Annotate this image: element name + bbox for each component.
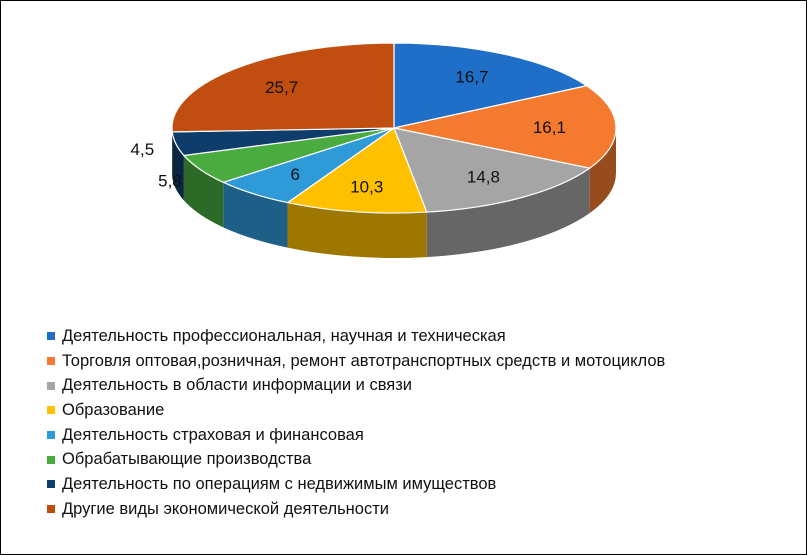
- legend-label: Торговля оптовая,розничная, ремонт автот…: [62, 351, 666, 370]
- pie-sides: [172, 128, 616, 258]
- legend-item: Деятельность по операциям с недвижимым и…: [47, 472, 665, 497]
- data-label-3: 14,8: [467, 168, 500, 187]
- data-label-4: 10,3: [350, 178, 383, 197]
- pie-slice-8: [171, 42, 395, 133]
- pie-slice-side-7: [172, 131, 184, 201]
- legend-item: Деятельность в области информации и связ…: [47, 373, 665, 398]
- legend-item: Деятельность профессиональная, научная и…: [47, 324, 665, 349]
- legend-swatch: [47, 431, 55, 440]
- legend-item: Деятельность страховая и финансовая: [47, 423, 665, 448]
- pie-slice-3: [393, 127, 592, 213]
- data-label-7: 4,5: [131, 140, 155, 159]
- legend-item: Обрабатывающие производства: [47, 447, 665, 472]
- legend-label: Деятельность в области информации и связ…: [62, 376, 413, 395]
- data-label-2: 16,1: [533, 118, 566, 137]
- pie-slice-side-3: [426, 168, 590, 258]
- legend-swatch: [47, 406, 55, 415]
- legend-item: Другие виды экономической деятельности: [47, 497, 665, 522]
- legend: Деятельность профессиональная, научная и…: [47, 324, 665, 522]
- legend-swatch: [47, 455, 55, 464]
- legend-swatch: [47, 480, 55, 489]
- pie-data-labels: 16,7 16,1 14,8 10,3 6 5,84,5 25,7: [131, 68, 566, 197]
- legend-swatch: [47, 381, 55, 390]
- pie-slice-4: [286, 127, 428, 214]
- data-label-1: 16,7: [455, 68, 488, 87]
- legend-item: Торговля оптовая,розничная, ремонт автот…: [47, 349, 665, 374]
- pie-tops: [171, 42, 617, 214]
- legend-label: Деятельность страховая и финансовая: [62, 425, 364, 444]
- legend-swatch: [47, 332, 55, 341]
- legend-label: Образование: [62, 400, 165, 419]
- legend-label: Обрабатывающие производства: [62, 450, 312, 469]
- legend-label: Другие виды экономической деятельности: [62, 499, 389, 518]
- pie-slice-2: [393, 85, 617, 169]
- pie-slice-1: [393, 42, 589, 129]
- pie-slice-side-5: [223, 182, 288, 248]
- legend-label: Деятельность по операциям с недвижимым и…: [62, 474, 497, 493]
- data-label-8: 25,7: [265, 78, 298, 97]
- data-label-5: 6: [291, 165, 300, 184]
- legend-item: Образование: [47, 398, 665, 423]
- data-label-6: 5,8: [158, 171, 182, 190]
- pie-slice-side-4: [287, 202, 427, 258]
- pie-slice-side-6: [183, 155, 224, 228]
- legend-swatch: [47, 357, 55, 366]
- pie-chart: 16,7 16,1 14,8 10,3 6 5,84,5 25,7: [131, 42, 617, 258]
- legend-swatch: [47, 505, 55, 514]
- legend-label: Деятельность профессиональная, научная и…: [62, 326, 506, 345]
